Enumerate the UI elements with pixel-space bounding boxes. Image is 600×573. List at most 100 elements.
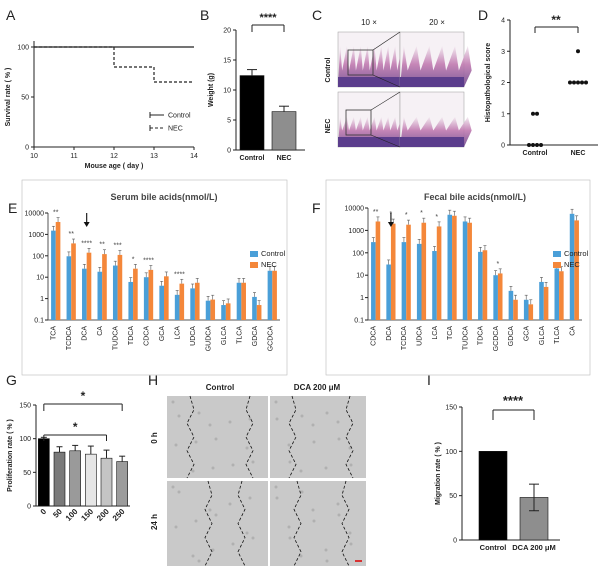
y-axis-label: Weight (g) xyxy=(208,73,215,107)
bar-nec xyxy=(241,282,246,320)
x-tick-label: 250 xyxy=(111,507,127,523)
x-tick-label: TCA xyxy=(51,326,58,340)
x-tick-label: UDCA xyxy=(417,326,424,346)
bar-dose-50 xyxy=(53,451,66,507)
chart-title: Serum bile acids(nmol/L) xyxy=(110,192,217,202)
cell-texture xyxy=(275,496,279,500)
legend-swatch xyxy=(553,251,561,257)
cell-texture xyxy=(299,554,303,558)
y-tick-label: 150 xyxy=(445,405,457,412)
y-tick-label: 10 xyxy=(356,273,364,280)
y-tick-label: 3 xyxy=(501,49,505,56)
score-point xyxy=(539,143,543,147)
chart-frame xyxy=(325,179,591,376)
y-tick-label: 0 xyxy=(227,148,231,155)
cell-texture xyxy=(194,519,198,523)
x-tick-label: 150 xyxy=(79,507,95,523)
legend-label: NEC xyxy=(168,126,183,133)
column-label: DCA 200 μM xyxy=(294,383,341,392)
bar-control xyxy=(267,270,273,320)
significance-stars: * xyxy=(435,214,438,221)
y-tick-label: 100 xyxy=(17,45,29,52)
cell-texture xyxy=(325,559,329,563)
x-tick-label: GUDCA xyxy=(205,326,212,352)
bar-nec xyxy=(528,304,534,320)
cell-texture xyxy=(312,440,316,444)
x-tick-label: CDCA xyxy=(371,326,378,346)
y-tick-label: 1 xyxy=(360,295,364,302)
significance-stars: **** xyxy=(503,393,524,408)
score-point xyxy=(576,80,580,85)
x-tick-label: NEC xyxy=(277,155,292,162)
y-tick-label: 100 xyxy=(445,449,457,456)
bar-nec xyxy=(482,250,488,320)
bar-dose-100 xyxy=(69,450,81,507)
cell-texture xyxy=(275,417,279,421)
bar-nec xyxy=(210,299,216,320)
column-label: 10 × xyxy=(361,18,377,27)
y-axis-label: Proliferation rate ( % ) xyxy=(7,419,14,492)
legend-label: Control xyxy=(168,113,191,120)
bar-nec xyxy=(86,252,92,320)
significance-stars: **** xyxy=(174,271,185,278)
wound-edge xyxy=(245,395,254,479)
x-tick-label: UDCA xyxy=(190,326,197,346)
bar-control xyxy=(205,300,211,320)
bar-control xyxy=(569,213,575,320)
bar-nec xyxy=(271,111,297,151)
arrow-icon xyxy=(83,222,90,227)
arrow-icon xyxy=(387,222,394,227)
x-tick-label: TLCA xyxy=(236,326,243,344)
bar-nec xyxy=(390,223,396,320)
y-tick-label: 4 xyxy=(501,18,505,25)
y-tick-label: 1 xyxy=(40,296,44,303)
x-tick-label: 13 xyxy=(150,153,158,160)
bar-control xyxy=(478,251,483,320)
bar-control xyxy=(539,281,544,320)
x-tick-label: 12 xyxy=(110,153,118,160)
wound-edge xyxy=(345,395,354,479)
mucosa-layer xyxy=(338,77,400,87)
bar-nec xyxy=(164,276,169,320)
x-tick-label: DCA xyxy=(386,326,393,341)
cell-texture xyxy=(194,440,198,444)
x-axis-label: Mouse age ( day ) xyxy=(85,163,144,170)
cell-texture xyxy=(228,502,232,506)
bar-nec xyxy=(71,243,76,320)
cell-texture xyxy=(211,466,215,470)
wound-edge xyxy=(237,480,246,567)
cell-texture xyxy=(337,437,341,441)
cell-texture xyxy=(336,420,340,424)
survival-line-nec xyxy=(34,46,194,83)
y-tick-label: 2 xyxy=(501,80,505,87)
bar-control xyxy=(462,221,468,320)
y-axis-label: Histopathological score xyxy=(485,43,492,122)
panel-label-F: F xyxy=(312,200,321,216)
mucosa-layer xyxy=(400,77,464,87)
significance-stars: * xyxy=(73,420,78,434)
bar-nec xyxy=(574,220,579,320)
cell-texture xyxy=(177,414,181,418)
bar-nec xyxy=(133,268,138,320)
bar-control xyxy=(236,282,242,320)
score-point xyxy=(580,80,584,85)
x-tick-label: GCDCA xyxy=(267,326,274,352)
bar-nec xyxy=(543,286,549,320)
x-tick-label: TDCA xyxy=(128,326,135,345)
significance-stars: ** xyxy=(53,210,59,217)
cell-texture xyxy=(208,508,212,512)
legend-label: NEC xyxy=(564,260,580,269)
panel-label-G: G xyxy=(6,372,17,388)
cell-texture xyxy=(191,469,195,473)
score-point xyxy=(535,143,539,147)
bar-control xyxy=(371,242,376,320)
bar-control xyxy=(97,271,103,320)
cell-texture xyxy=(325,411,329,415)
zoom-box xyxy=(345,109,372,136)
bar-nec xyxy=(559,271,564,320)
cell-texture xyxy=(191,554,195,558)
bar-nec xyxy=(194,282,200,320)
x-tick-label: GCDCA xyxy=(493,326,500,352)
cell-texture xyxy=(171,400,175,404)
y-tick-label: 0 xyxy=(27,504,31,511)
